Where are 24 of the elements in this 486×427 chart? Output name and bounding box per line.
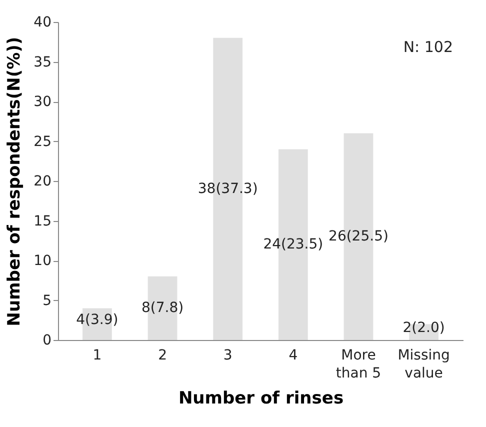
y-tick-label: 10 bbox=[34, 253, 52, 269]
annotation: N: 102 bbox=[403, 38, 453, 56]
data-label: 38(37.3) bbox=[198, 180, 258, 197]
x-tick-label: 3 bbox=[223, 348, 232, 364]
y-tick-label: 40 bbox=[34, 14, 52, 30]
y-tick-label: 15 bbox=[34, 213, 52, 230]
data-label: 26(25.5) bbox=[328, 228, 388, 245]
x-tick-label: 1 bbox=[92, 348, 102, 364]
data-label: 4(3.9) bbox=[76, 312, 118, 328]
y-axis-title: Number of respondents(N(%)) bbox=[4, 36, 25, 326]
x-tick-label: 2 bbox=[158, 348, 167, 364]
y-tick-label: 5 bbox=[42, 292, 52, 309]
x-tick-label: Missing value bbox=[398, 348, 450, 382]
x-tick-label: More than 5 bbox=[336, 348, 382, 382]
y-tick-label: 25 bbox=[34, 134, 52, 150]
y-tick-label: 30 bbox=[34, 94, 52, 110]
x-axis-title: Number of rinses bbox=[178, 388, 344, 408]
x-tick-label: 4 bbox=[288, 348, 298, 364]
data-label: 8(7.8) bbox=[141, 300, 184, 316]
y-tick-label: 0 bbox=[42, 332, 52, 348]
data-label: 24(23.5) bbox=[263, 236, 324, 253]
data-label: 2(2.0) bbox=[402, 320, 445, 336]
y-tick-label: 35 bbox=[34, 54, 52, 70]
y-tick-label: 20 bbox=[34, 174, 52, 190]
